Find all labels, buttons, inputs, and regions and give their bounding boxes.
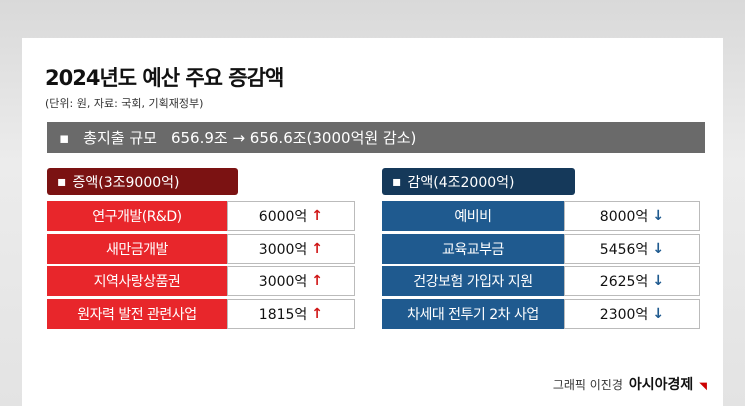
row: 원자력 발전 관련사업 1815억 ↑ (47, 298, 355, 329)
item: 건강보험 가입자 지원 (382, 266, 564, 296)
amount: 3000억 (258, 274, 308, 290)
arrow-icon: ↑ (311, 273, 324, 289)
arrow-icon: ↓ (652, 305, 665, 322)
row: 새만금개발 3000억 ↑ (47, 233, 355, 264)
arrow-icon: ↑ (311, 240, 324, 257)
amount: 2300억 (599, 306, 649, 323)
bullet: ▪ (57, 173, 67, 190)
amount: 5456억 (599, 241, 649, 258)
amount: 8000억 (599, 209, 649, 225)
item: 지역사랑상품권 (47, 266, 227, 296)
brand-mark: ◥ (699, 381, 707, 392)
summary-bar: ▪ 총지출 규모 656.9조 → 656.6조(3000억원 감소) (47, 122, 705, 153)
item: 원자력 발전 관련사업 (47, 298, 227, 329)
row: 건강보험 가입자 지원 2625억 ↓ (382, 266, 700, 296)
section-title-text: 증액(3조9000억) (72, 174, 180, 191)
row: 차세대 전투기 2차 사업 2300억 ↓ (382, 298, 700, 329)
decrease-section: ▪ 감액(4조2000억) 예비비 8000억 ↓ 교육교부금 5456억 ↓ 건강보험 가입… (382, 168, 700, 331)
credit: 그래픽 이진경 (552, 378, 623, 392)
amount-cell: 8000억 ↓ (563, 201, 700, 231)
amount-cell: 3000억 ↑ (226, 233, 355, 264)
amount: 6000억 (258, 209, 308, 225)
arrow-icon: ↓ (652, 273, 665, 289)
footer: 그래픽 이진경 아시아경제 ◥ (553, 374, 707, 394)
amount-cell: 6000억 ↑ (226, 201, 355, 231)
amount: 1815억 (258, 306, 308, 323)
amount-cell: 5456억 ↓ (563, 233, 700, 264)
increase-section: ▪ 증액(3조9000억) 연구개발(R&D) 6000억 ↑ 새만금개발 3000억 ↑ 지… (47, 168, 355, 331)
item: 새만금개발 (47, 233, 227, 264)
row: 예비비 8000억 ↓ (382, 201, 700, 231)
amount-cell: 2625억 ↓ (563, 266, 700, 296)
section-title-text: 감액(4조2000억) (407, 174, 515, 191)
title: 2024년도 예산 주요 증감액 (45, 66, 284, 90)
item: 예비비 (382, 201, 564, 231)
amount-cell: 3000억 ↑ (226, 266, 355, 296)
subtitle: (단위: 원, 자료: 국회, 기획재정부) (45, 97, 204, 110)
item: 차세대 전투기 2차 사업 (382, 298, 564, 329)
amount: 3000억 (258, 241, 308, 258)
section-title: ▪ 증액(3조9000억) (47, 168, 238, 195)
row: 교육교부금 5456억 ↓ (382, 233, 700, 264)
arrow-icon: ↓ (652, 240, 665, 257)
row: 연구개발(R&D) 6000억 ↑ (47, 201, 355, 231)
amount-cell: 1815억 ↑ (226, 298, 355, 329)
arrow-icon: ↓ (652, 208, 665, 224)
section-title: ▪ 감액(4조2000억) (382, 168, 575, 195)
item: 연구개발(R&D) (47, 201, 227, 231)
amount-cell: 2300억 ↓ (563, 298, 700, 329)
arrow-icon: ↑ (311, 305, 324, 322)
brand: 아시아경제 (628, 377, 694, 393)
item: 교육교부금 (382, 233, 564, 264)
summary-text: 656.9조 → 656.6조(3000억원 감소) (170, 129, 417, 147)
summary-label: 총지출 규모 (83, 129, 157, 147)
arrow-icon: ↑ (311, 208, 324, 224)
amount: 2625억 (599, 274, 649, 290)
bullet: ▪ (392, 173, 402, 190)
bullet: ▪ (59, 128, 70, 147)
row: 지역사랑상품권 3000억 ↑ (47, 266, 355, 296)
